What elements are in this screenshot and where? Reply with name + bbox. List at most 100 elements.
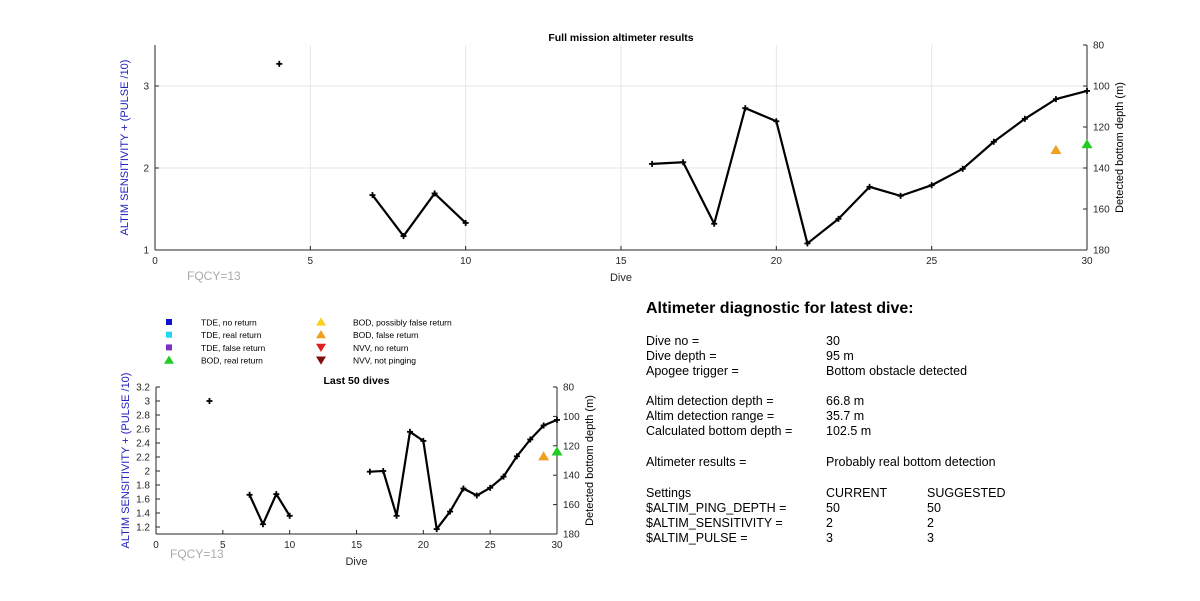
data-point (928, 182, 935, 189)
y-tick-label-right: 160 (1093, 205, 1110, 216)
y-tick-label-right: 180 (1093, 246, 1110, 257)
y-tick-label-left: 2.6 (136, 425, 150, 436)
legend-item: BOD, false return (316, 330, 419, 340)
y-axis-label-left: ALTIM SENSITIVITY + (PULSE /10) (120, 373, 132, 549)
y-tick-label-right: 80 (563, 383, 575, 394)
x-tick-label: 20 (418, 540, 430, 551)
diagnostic-label: Dive no = (646, 334, 700, 348)
data-point (1084, 87, 1090, 94)
y-tick-label-right: 120 (1093, 123, 1110, 134)
settings-current: 50 (826, 501, 840, 515)
marker-bod-real-return (551, 446, 563, 456)
legend-item: TDE, no return (166, 318, 257, 328)
series-line (369, 418, 558, 531)
diagnostic-label: Altim detection depth = (646, 394, 774, 408)
y-tick-label-right: 160 (563, 500, 580, 511)
y-axis-label-left: ALTIM SENSITIVITY + (PULSE /10) (119, 60, 131, 236)
legend-item: NVV, not pinging (316, 356, 416, 366)
x-tick-label: 0 (152, 256, 158, 267)
data-point (369, 192, 376, 199)
y-tick-label-right: 100 (563, 412, 580, 423)
diagnostic-title: Altimeter diagnostic for latest dive: (646, 300, 914, 317)
data-point (540, 422, 547, 429)
data-point (649, 160, 656, 167)
data-point (431, 190, 438, 197)
x-tick-label: 25 (485, 540, 497, 551)
settings-label: $ALTIM_PULSE = (646, 531, 748, 545)
altimeter-diagnostic-panel: Altimeter diagnostic for latest dive: Di… (646, 300, 1066, 560)
data-point (206, 398, 213, 404)
y-tick-label-left: 1.2 (136, 523, 150, 534)
x-tick-label: 10 (284, 540, 296, 551)
y-tick-label-left: 3 (143, 82, 149, 93)
y-axis-label-right: Detected bottom depth (m) (584, 395, 596, 526)
x-tick-label: 0 (153, 540, 159, 551)
data-point (380, 468, 387, 474)
legend-marker (316, 343, 326, 352)
data-point (259, 521, 266, 528)
y-tick-label-left: 1.8 (136, 481, 150, 492)
diagnostic-label: Altim detection range = (646, 409, 775, 423)
y-tick-label-right: 140 (563, 471, 580, 482)
diagnostic-value: 66.8 m (826, 394, 865, 408)
x-tick-label: 30 (1081, 256, 1093, 267)
data-point (500, 473, 507, 480)
data-point (273, 491, 280, 498)
marker-bod-false-return (1050, 144, 1062, 155)
legend-marker (316, 330, 326, 339)
data-point (804, 240, 811, 247)
data-point (959, 165, 966, 172)
legend-marker (166, 331, 172, 338)
diagnostic-label: Dive depth = (646, 349, 717, 363)
data-point (1021, 115, 1028, 122)
legend-label: TDE, no return (201, 318, 257, 328)
diagnostic-value: 35.7 m (826, 409, 865, 423)
data-point (897, 192, 904, 199)
chart-title: Last 50 dives (324, 375, 390, 387)
legend-label: TDE, false return (201, 343, 266, 353)
x-tick-label: 15 (615, 256, 627, 267)
diagnostic-label: Altimeter results = (646, 455, 747, 469)
diagnostic-value: Probably real bottom detection (826, 455, 996, 469)
data-point (447, 508, 454, 515)
y-tick-label-right: 80 (1093, 41, 1105, 52)
series-line (371, 192, 467, 238)
data-point (487, 484, 494, 491)
data-point (433, 526, 440, 533)
data-point (276, 60, 283, 67)
y-tick-label-left: 2 (143, 164, 149, 175)
chart-title: Full mission altimeter results (548, 32, 693, 44)
diagnostic-label: Apogee trigger = (646, 364, 739, 378)
data-point (990, 138, 997, 145)
diagnostic-value: 30 (826, 334, 840, 348)
y-tick-label-left: 2.8 (136, 411, 150, 422)
series-line (248, 493, 291, 526)
series-line (652, 89, 1088, 245)
data-point (742, 105, 749, 112)
data-point (711, 220, 718, 227)
last-50-chart: 0 5 10 15 20 25 30 1.2 1.4 1.6 1.8 2 2.2 2.4 2.6 2.8 3 3.… (120, 373, 596, 568)
data-point (513, 453, 520, 460)
legend-marker (316, 356, 326, 365)
y-axis-label-right: Detected bottom depth (m) (1114, 82, 1126, 213)
legend-item: NVV, no return (316, 343, 409, 353)
settings-label: $ALTIM_SENSITIVITY = (646, 516, 783, 530)
legend-item: BOD, possibly false return (316, 317, 452, 328)
y-tick-label-right: 140 (1093, 164, 1110, 175)
x-tick-label: 30 (551, 540, 563, 551)
diagnostic-value: Bottom obstacle detected (826, 364, 968, 378)
legend-marker (166, 319, 172, 325)
data-point (420, 437, 427, 444)
settings-current: 2 (826, 516, 833, 530)
settings-label: $ALTIM_PING_DEPTH = (646, 501, 787, 515)
data-point (460, 485, 467, 492)
data-point (462, 219, 469, 226)
legend-marker (316, 317, 326, 326)
legend-item: BOD, real return (164, 355, 263, 366)
data-point (866, 183, 873, 190)
full-mission-chart: 0 5 10 15 20 25 30 1 2 3 80 100 120 140 160 180 Full mis… (119, 32, 1126, 284)
data-point (473, 492, 480, 499)
diagnostic-value: 102.5 m (826, 424, 872, 438)
fqcy-annotation: FQCY=13 (170, 547, 224, 561)
